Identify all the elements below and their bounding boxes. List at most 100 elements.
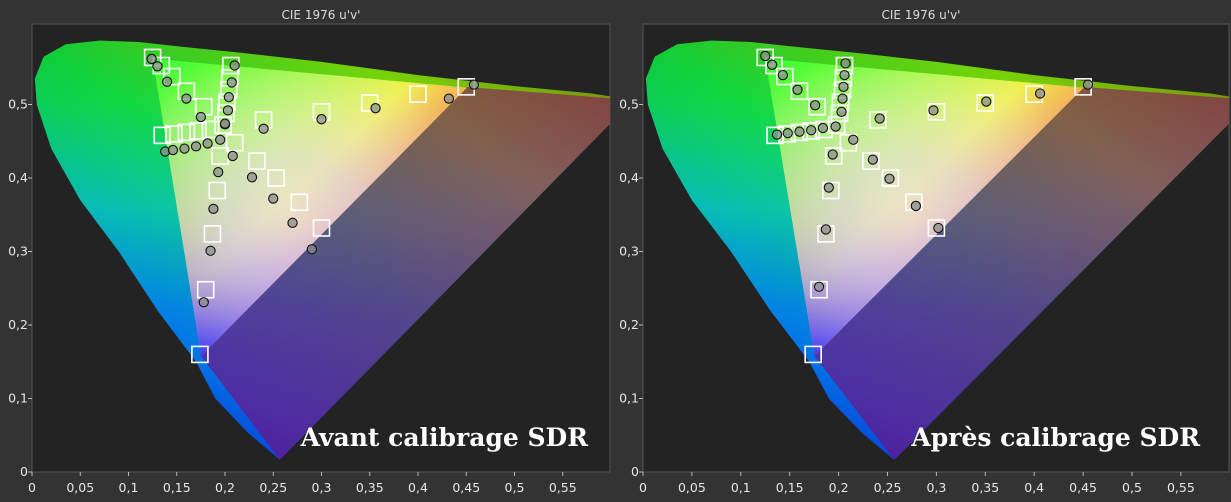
y-tick-label: 0 [631, 464, 639, 479]
y-tick-label: 0,5 [619, 97, 639, 112]
target-square-marker [208, 181, 227, 200]
x-tick-label: 0 [639, 480, 647, 495]
y-axis-ticks-after: 0 0,1 0,2 0,3 0,4 0,5 [619, 97, 643, 479]
target-square-marker [409, 85, 427, 104]
measured-circle-marker [809, 100, 821, 111]
measured-circle-marker [839, 69, 850, 81]
measured-circle-marker [306, 244, 317, 255]
measured-circle-marker [806, 125, 817, 136]
y-tick-label: 0,3 [8, 244, 28, 259]
measured-circle-marker [152, 61, 163, 72]
y-axis-ticks-before: 0 0,1 0,2 0,3 0,4 0,5 [8, 97, 32, 479]
y-tick-label: 0,1 [619, 391, 639, 406]
measured-circle-marker [766, 59, 778, 70]
measured-circle-marker [836, 106, 847, 117]
target-square-marker [201, 120, 220, 139]
measured-circle-marker [227, 150, 238, 162]
measured-circle-marker [817, 122, 829, 134]
y-tick-label: 0,2 [8, 317, 28, 332]
target-square-marker [824, 147, 843, 165]
measured-circle-marker [838, 81, 849, 93]
target-square-marker [191, 345, 209, 364]
measured-circle-marker [981, 96, 992, 107]
target-square-marker [248, 152, 266, 170]
x-tick-label: 0 [28, 480, 36, 495]
target-square-marker [290, 193, 309, 212]
x-tick-label: 0,5 [1122, 480, 1142, 495]
target-square-marker [927, 219, 946, 237]
x-axis-ticks-before: 0 0,05 0,1 0,15 0,2 0,25 0,3 0,35 0,4 0,45 0,5 0,55 [28, 472, 577, 495]
gamut-diagram-before [34, 40, 610, 460]
caption-before: Avant calibrage SDR [300, 423, 589, 452]
measured-circle-marker [468, 79, 480, 90]
x-tick-label: 0,5 [505, 480, 525, 495]
measured-circle-marker [813, 281, 825, 292]
x-tick-label: 0,1 [731, 480, 751, 495]
x-tick-label: 0,4 [408, 480, 428, 495]
measured-circle-marker [867, 154, 878, 165]
y-tick-label: 0,5 [8, 97, 28, 112]
measured-circle-marker [840, 58, 851, 69]
x-tick-label: 0,25 [874, 480, 902, 495]
target-square-marker [868, 111, 887, 129]
measured-circle-marker [771, 129, 783, 140]
x-tick-label: 0,45 [1069, 480, 1097, 495]
measured-circle-marker [205, 245, 216, 256]
target-square-marker [267, 169, 285, 187]
measured-circle-marker [827, 149, 838, 160]
target-square-marker [766, 126, 784, 145]
measured-circle-marker [287, 217, 298, 228]
caption-after: Après calibrage SDR [910, 423, 1200, 452]
y-tick-label: 0,1 [8, 391, 28, 406]
purple-region [813, 86, 1229, 460]
target-square-marker [821, 181, 840, 200]
target-square-marker [189, 122, 207, 140]
measured-circle-marker [195, 111, 207, 123]
measured-circle-marker [1034, 88, 1046, 99]
target-square-marker [165, 125, 183, 143]
measured-circle-marker [161, 76, 173, 87]
y-tick-label: 0,2 [619, 317, 639, 332]
measured-circle-marker [837, 93, 848, 104]
target-square-marker [360, 94, 379, 112]
measured-circle-marker [760, 50, 771, 62]
measured-circle-marker [830, 121, 841, 132]
measured-circle-marker [246, 172, 258, 183]
target-square-marker [776, 67, 794, 86]
x-tick-label: 0,35 [356, 480, 384, 495]
target-square-marker [976, 94, 995, 112]
target-square-marker [881, 169, 900, 187]
measured-circle-marker [219, 118, 231, 129]
measured-circle-marker [215, 134, 226, 145]
measured-circle-marker [198, 297, 209, 308]
measured-circle-marker [223, 92, 235, 103]
data-marks-before [143, 48, 480, 364]
measured-circle-marker [222, 105, 234, 116]
target-square-marker [765, 56, 783, 75]
measured-circle-marker [823, 182, 834, 193]
target-square-marker [830, 104, 849, 123]
measured-circle-marker [910, 200, 922, 212]
measured-circle-marker [777, 69, 789, 81]
measured-circle-marker [820, 224, 832, 235]
measured-circle-marker [181, 93, 192, 104]
x-tick-label: 0,55 [1167, 480, 1195, 495]
target-square-marker [153, 126, 172, 145]
data-marks-after [756, 48, 1094, 364]
y-tick-label: 0 [20, 464, 28, 479]
target-square-marker [827, 116, 846, 134]
measured-circle-marker [370, 103, 381, 114]
target-square-marker [808, 97, 826, 116]
target-square-marker [804, 345, 822, 364]
y-tick-label: 0,4 [8, 170, 28, 185]
target-square-marker [312, 219, 331, 237]
target-square-marker [203, 225, 222, 243]
target-square-marker [927, 103, 946, 121]
measured-circle-marker [213, 166, 224, 178]
purple-region [199, 86, 610, 460]
x-tick-label: 0,55 [549, 480, 577, 495]
x-tick-label: 0,4 [1024, 480, 1044, 495]
target-square-marker [225, 133, 244, 152]
x-tick-label: 0,2 [829, 480, 849, 495]
